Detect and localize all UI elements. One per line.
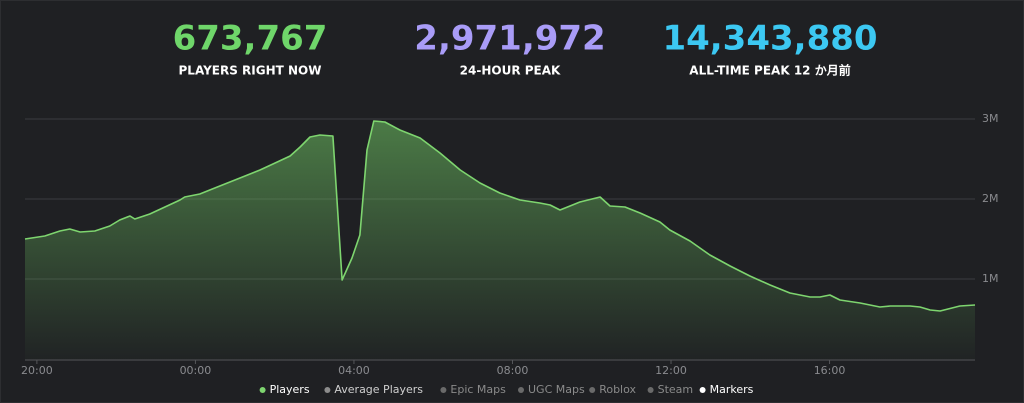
legend-label[interactable]: UGC Maps: [528, 383, 585, 396]
legend-dot[interactable]: [259, 387, 266, 393]
area: [25, 121, 975, 359]
x-tick-label: 12:00: [655, 364, 687, 377]
legend-label[interactable]: Roblox: [599, 383, 636, 396]
x-tick-label: 16:00: [814, 364, 846, 377]
legend-dot[interactable]: [518, 387, 524, 393]
stat-label: ALL-TIME PEAK 12 か月前: [689, 63, 850, 78]
y-tick-label: 3M: [982, 112, 999, 125]
legend-label[interactable]: Steam: [658, 383, 694, 396]
stat-value: 673,767: [173, 19, 328, 59]
x-tick-label: 20:00: [21, 364, 53, 377]
legend-dot[interactable]: [589, 387, 596, 393]
stat-value: 2,971,972: [414, 19, 605, 59]
legend-dot[interactable]: [440, 387, 447, 393]
stat-label: 24-HOUR PEAK: [460, 64, 561, 78]
legend-dot[interactable]: [647, 387, 654, 393]
legend-label[interactable]: Players: [270, 383, 310, 396]
x-tick-label: 04:00: [338, 364, 370, 377]
line: [24, 120, 976, 312]
legend-label[interactable]: Average Players: [334, 383, 423, 396]
stat-label: PLAYERS RIGHT NOW: [179, 64, 322, 78]
stat-value: 14,343,880: [662, 19, 877, 59]
legend-label[interactable]: Epic Maps: [450, 383, 506, 396]
legend-dot[interactable]: [324, 387, 331, 393]
y-tick-label: 1M: [982, 272, 999, 285]
legend-label[interactable]: Markers: [710, 383, 754, 396]
legend-dot[interactable]: [699, 387, 706, 393]
y-tick-label: 2M: [982, 192, 999, 205]
x-tick-label: 00:00: [180, 364, 212, 377]
x-tick-label: 08:00: [497, 364, 529, 377]
